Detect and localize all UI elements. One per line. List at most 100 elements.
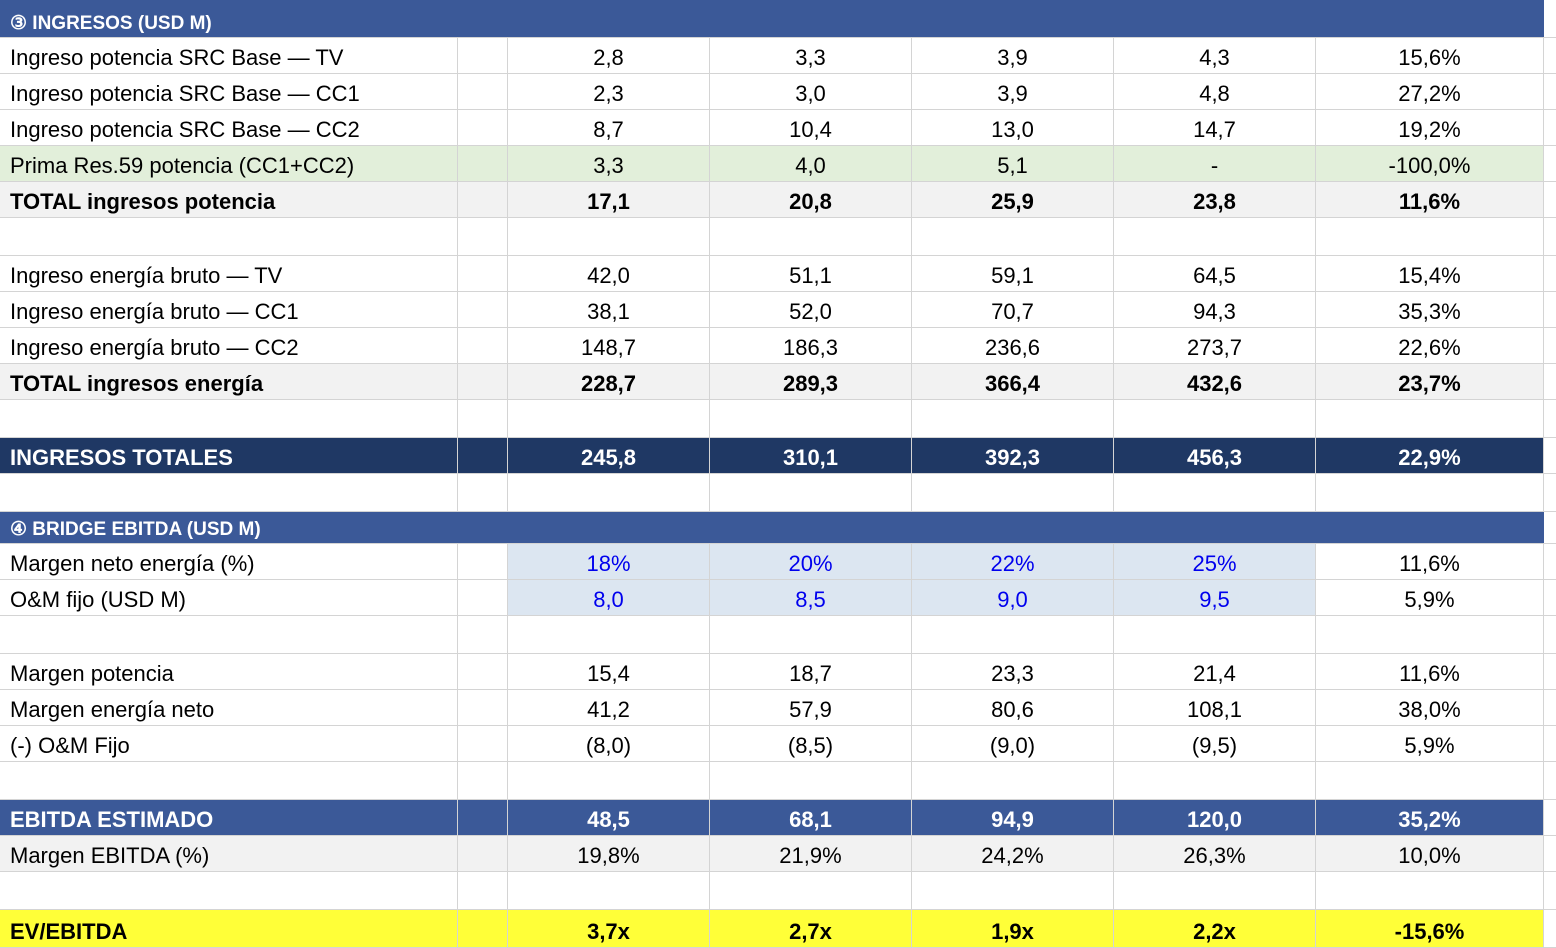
value-cell[interactable]: 236,6	[912, 328, 1114, 363]
spacer-cell[interactable]	[458, 256, 508, 291]
spacer-cell[interactable]	[458, 726, 508, 761]
value-cell[interactable]: (9,5)	[1114, 726, 1316, 761]
cagr-cell[interactable]	[1316, 218, 1544, 255]
value-cell[interactable]: 2,8	[508, 38, 710, 73]
row-label-cell[interactable]: O&M fijo (USD M)	[0, 580, 458, 615]
value-cell[interactable]: 18,7	[710, 654, 912, 689]
spacer-cell[interactable]	[458, 690, 508, 725]
value-cell[interactable]: 3,9	[912, 74, 1114, 109]
cagr-cell[interactable]	[1316, 474, 1544, 511]
spacer-cell[interactable]	[458, 800, 508, 835]
value-cell[interactable]	[912, 872, 1114, 909]
value-cell[interactable]: 1,9x	[912, 910, 1114, 947]
row-label-cell[interactable]: INGRESOS TOTALES	[0, 438, 458, 473]
value-cell[interactable]	[912, 218, 1114, 255]
row-label-cell[interactable]	[0, 872, 458, 909]
cagr-cell[interactable]: -15,6%	[1316, 910, 1544, 947]
row-label-cell[interactable]	[0, 616, 458, 653]
value-cell[interactable]: 19,8%	[508, 836, 710, 871]
cagr-cell[interactable]	[1316, 616, 1544, 653]
value-cell[interactable]: 94,3	[1114, 292, 1316, 327]
value-cell[interactable]	[508, 400, 710, 437]
row-label-cell[interactable]: Ingreso energía bruto — TV	[0, 256, 458, 291]
spacer-cell[interactable]	[458, 580, 508, 615]
value-cell[interactable]	[1114, 474, 1316, 511]
value-cell[interactable]: 64,5	[1114, 256, 1316, 291]
value-cell[interactable]: 25%	[1114, 544, 1316, 579]
spacer-cell[interactable]	[458, 110, 508, 145]
spacer-cell[interactable]	[458, 74, 508, 109]
row-label-cell[interactable]	[0, 762, 458, 799]
row-label-cell[interactable]: Ingreso potencia SRC Base — CC2	[0, 110, 458, 145]
value-cell[interactable]: 432,6	[1114, 364, 1316, 399]
value-cell[interactable]: 21,9%	[710, 836, 912, 871]
value-cell[interactable]: 13,0	[912, 110, 1114, 145]
value-cell[interactable]: 48,5	[508, 800, 710, 835]
value-cell[interactable]: 20%	[710, 544, 912, 579]
value-cell[interactable]: 70,7	[912, 292, 1114, 327]
spacer-cell[interactable]	[458, 38, 508, 73]
cagr-cell[interactable]: 22,6%	[1316, 328, 1544, 363]
row-label-cell[interactable]	[0, 218, 458, 255]
spacer-cell[interactable]	[458, 474, 508, 511]
spacer-cell[interactable]	[458, 872, 508, 909]
cagr-cell[interactable]: 15,4%	[1316, 256, 1544, 291]
value-cell[interactable]	[710, 400, 912, 437]
value-cell[interactable]: 41,2	[508, 690, 710, 725]
value-cell[interactable]: 20,8	[710, 182, 912, 217]
value-cell[interactable]: (9,0)	[912, 726, 1114, 761]
value-cell[interactable]: 10,4	[710, 110, 912, 145]
value-cell[interactable]	[1114, 872, 1316, 909]
value-cell[interactable]	[710, 218, 912, 255]
row-label-cell[interactable]: Margen neto energía (%)	[0, 544, 458, 579]
value-cell[interactable]	[710, 762, 912, 799]
value-cell[interactable]: 310,1	[710, 438, 912, 473]
cagr-cell[interactable]: 11,6%	[1316, 182, 1544, 217]
value-cell[interactable]: 9,5	[1114, 580, 1316, 615]
section-header-bridge-ebitda[interactable]: ④ BRIDGE EBITDA (USD M)	[0, 512, 1556, 544]
value-cell[interactable]: 42,0	[508, 256, 710, 291]
row-label-cell[interactable]: Margen EBITDA (%)	[0, 836, 458, 871]
row-label-cell[interactable]: Prima Res.59 potencia (CC1+CC2)	[0, 146, 458, 181]
spacer-cell[interactable]	[458, 616, 508, 653]
value-cell[interactable]: 24,2%	[912, 836, 1114, 871]
value-cell[interactable]: 186,3	[710, 328, 912, 363]
value-cell[interactable]	[710, 872, 912, 909]
spacer-cell[interactable]	[458, 910, 508, 947]
value-cell[interactable]: 9,0	[912, 580, 1114, 615]
cagr-cell[interactable]: 19,2%	[1316, 110, 1544, 145]
row-label-cell[interactable]	[0, 474, 458, 511]
value-cell[interactable]: (8,0)	[508, 726, 710, 761]
value-cell[interactable]: 3,7x	[508, 910, 710, 947]
value-cell[interactable]: 3,9	[912, 38, 1114, 73]
value-cell[interactable]	[508, 872, 710, 909]
spacer-cell[interactable]	[458, 218, 508, 255]
value-cell[interactable]: 26,3%	[1114, 836, 1316, 871]
value-cell[interactable]: (8,5)	[710, 726, 912, 761]
row-label-cell[interactable]: Margen potencia	[0, 654, 458, 689]
value-cell[interactable]	[508, 474, 710, 511]
value-cell[interactable]	[710, 474, 912, 511]
value-cell[interactable]: 8,5	[710, 580, 912, 615]
value-cell[interactable]	[1114, 616, 1316, 653]
cagr-cell[interactable]: 15,6%	[1316, 38, 1544, 73]
cagr-cell[interactable]: 22,9%	[1316, 438, 1544, 473]
value-cell[interactable]	[508, 762, 710, 799]
value-cell[interactable]	[912, 400, 1114, 437]
value-cell[interactable]: 15,4	[508, 654, 710, 689]
cagr-cell[interactable]	[1316, 762, 1544, 799]
value-cell[interactable]: 21,4	[1114, 654, 1316, 689]
value-cell[interactable]: 5,1	[912, 146, 1114, 181]
value-cell[interactable]: 273,7	[1114, 328, 1316, 363]
cagr-cell[interactable]: 5,9%	[1316, 580, 1544, 615]
value-cell[interactable]: 8,7	[508, 110, 710, 145]
spacer-cell[interactable]	[458, 654, 508, 689]
cagr-cell[interactable]	[1316, 400, 1544, 437]
value-cell[interactable]: 366,4	[912, 364, 1114, 399]
spacer-cell[interactable]	[458, 146, 508, 181]
spacer-cell[interactable]	[458, 762, 508, 799]
value-cell[interactable]: 4,8	[1114, 74, 1316, 109]
value-cell[interactable]: 392,3	[912, 438, 1114, 473]
row-label-cell[interactable]: TOTAL ingresos potencia	[0, 182, 458, 217]
value-cell[interactable]	[1114, 218, 1316, 255]
